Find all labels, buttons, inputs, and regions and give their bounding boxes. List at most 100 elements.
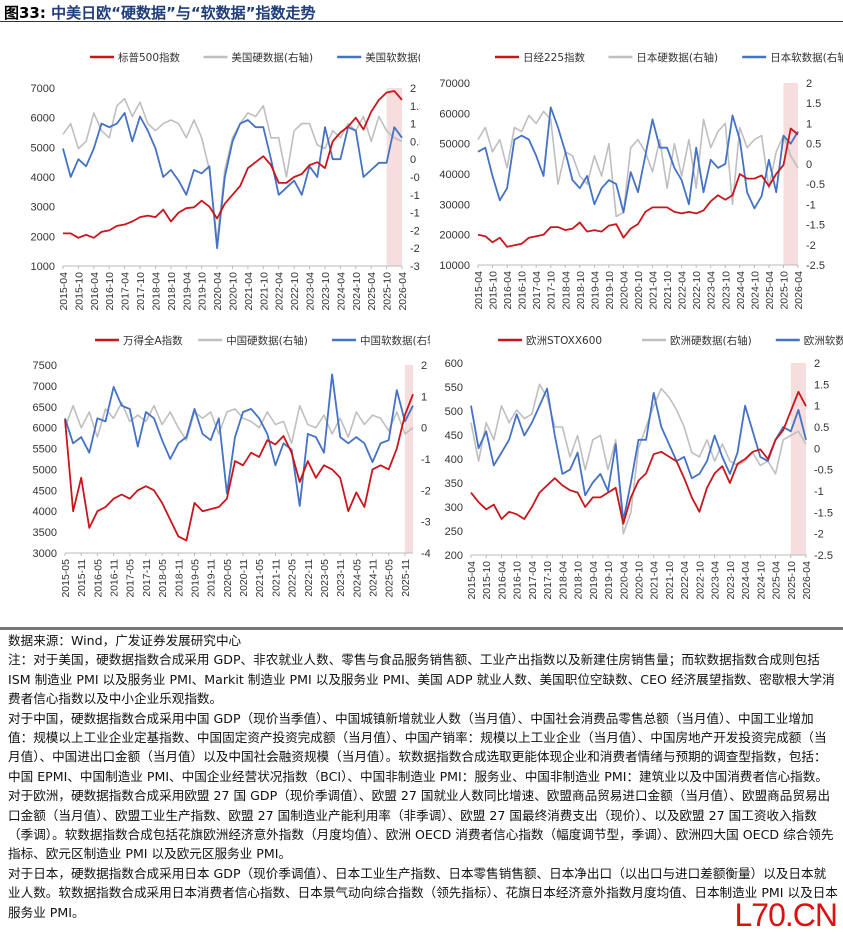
y-right-tick-label: -2 bbox=[421, 485, 430, 497]
x-tick-label: 2022-10 bbox=[694, 561, 706, 600]
x-tick-label: 2021-10 bbox=[258, 272, 270, 311]
legend-label: 日经225指数 bbox=[523, 51, 586, 64]
x-tick-label: 2024-10 bbox=[749, 271, 761, 310]
x-tick-label: 2021-04 bbox=[243, 272, 255, 311]
figure-label: 图33: bbox=[4, 4, 46, 22]
x-tick-label: 2023-05 bbox=[319, 559, 331, 598]
index-line bbox=[477, 127, 799, 248]
hard-data-line bbox=[477, 110, 799, 218]
legend-label: 欧洲STOXX600 bbox=[526, 335, 602, 347]
y-left-tick-label: 400 bbox=[445, 454, 463, 466]
x-tick-label: 2019-11 bbox=[206, 559, 218, 597]
y-right-tick-label: -2 bbox=[814, 529, 824, 541]
y-right-tick-label: -2.5 bbox=[410, 243, 420, 255]
y-left-tick-label: 1000 bbox=[31, 261, 55, 273]
x-tick-label: 2021-04 bbox=[649, 561, 661, 600]
x-tick-label: 2019-05 bbox=[189, 559, 201, 598]
x-tick-label: 2021-11 bbox=[270, 559, 282, 597]
x-tick-label: 2021-04 bbox=[648, 271, 660, 310]
y-right-tick-label: 2 bbox=[814, 358, 820, 370]
y-right-tick-label: 1.5 bbox=[806, 98, 821, 110]
x-tick-label: 2016-04 bbox=[496, 561, 508, 600]
x-tick-label: 2026-04 bbox=[793, 271, 805, 310]
soft-data-line bbox=[477, 106, 799, 214]
x-tick-label: 2017-04 bbox=[527, 561, 539, 600]
y-right-tick-label: 1.5 bbox=[814, 379, 829, 391]
x-tick-label: 2022-04 bbox=[274, 272, 286, 311]
title-rule bbox=[0, 21, 843, 22]
y-right-tick-label: 1 bbox=[421, 391, 427, 403]
y-left-tick-label: 5500 bbox=[33, 444, 57, 456]
x-tick-label: 2018-10 bbox=[166, 272, 178, 311]
y-left-tick-label: 7000 bbox=[31, 83, 55, 95]
y-left-tick-label: 10000 bbox=[439, 260, 470, 272]
legend-label: 美国硬数据(右轴) bbox=[231, 51, 313, 64]
y-right-tick-label: -4 bbox=[421, 548, 430, 560]
y-right-tick-label: -1.5 bbox=[806, 220, 825, 232]
x-tick-label: 2018-04 bbox=[557, 561, 569, 600]
x-tick-label: 2020-11 bbox=[238, 559, 250, 597]
y-left-tick-label: 70000 bbox=[439, 78, 470, 90]
figure-title-text: 中美日欧“硬数据”与“软数据”指数走势 bbox=[51, 4, 316, 22]
x-tick-label: 2020-04 bbox=[618, 271, 630, 310]
x-tick-label: 2024-04 bbox=[740, 561, 752, 600]
x-tick-label: 2017-10 bbox=[546, 271, 558, 310]
y-right-tick-label: -1.5 bbox=[410, 208, 420, 220]
y-left-tick-label: 60000 bbox=[439, 108, 470, 120]
y-left-tick-label: 40000 bbox=[439, 169, 470, 181]
x-tick-label: 2023-04 bbox=[305, 272, 317, 311]
x-tick-label: 2020-04 bbox=[212, 272, 224, 311]
x-tick-label: 2016-11 bbox=[109, 559, 121, 597]
x-tick-label: 2023-10 bbox=[320, 272, 332, 311]
x-tick-label: 2016-10 bbox=[512, 561, 524, 600]
y-right-tick-label: 0 bbox=[421, 423, 427, 435]
y-left-tick-label: 5000 bbox=[31, 142, 55, 154]
x-tick-label: 2017-04 bbox=[120, 272, 132, 311]
x-tick-label: 2020-04 bbox=[618, 561, 630, 600]
x-tick-label: 2021-05 bbox=[254, 559, 266, 598]
x-tick-label: 2015-04 bbox=[466, 561, 478, 600]
x-tick-label: 2024-10 bbox=[351, 272, 363, 311]
x-tick-label: 2017-04 bbox=[531, 271, 543, 310]
x-tick-label: 2023-11 bbox=[335, 559, 347, 597]
hard-data-line bbox=[470, 383, 807, 535]
index-line bbox=[63, 90, 403, 239]
x-tick-label: 2020-10 bbox=[634, 561, 646, 600]
y-right-tick-label: -2 bbox=[410, 225, 420, 237]
x-tick-label: 2020-10 bbox=[633, 271, 645, 310]
source-note: 数据来源：Wind，广发证券发展研究中心 bbox=[8, 633, 242, 648]
y-right-tick-label: 0 bbox=[814, 443, 820, 455]
y-left-tick-label: 250 bbox=[445, 526, 463, 538]
x-tick-label: 2022-11 bbox=[303, 559, 315, 597]
x-tick-label: 2023-04 bbox=[710, 561, 722, 600]
y-right-tick-label: -3 bbox=[421, 517, 430, 529]
x-tick-label: 2020-10 bbox=[228, 272, 240, 311]
x-tick-label: 2016-04 bbox=[502, 271, 514, 310]
legend-label: 欧洲硬数据(右轴) bbox=[670, 334, 752, 347]
x-tick-label: 2019-04 bbox=[181, 272, 193, 311]
highlight-region bbox=[783, 83, 798, 265]
y-left-tick-label: 30000 bbox=[439, 199, 470, 211]
y-left-tick-label: 450 bbox=[445, 430, 463, 442]
y-right-tick-label: -2 bbox=[806, 240, 816, 252]
x-tick-label: 2016-04 bbox=[89, 272, 101, 311]
x-tick-label: 2019-04 bbox=[588, 561, 600, 600]
y-right-tick-label: -1 bbox=[806, 199, 816, 211]
y-left-tick-label: 200 bbox=[445, 550, 463, 562]
y-right-tick-label: -2.5 bbox=[806, 260, 825, 272]
y-right-tick-label: 2 bbox=[421, 360, 427, 372]
x-tick-label: 2022-04 bbox=[677, 271, 689, 310]
x-tick-label: 2018-04 bbox=[150, 272, 162, 311]
y-left-tick-label: 600 bbox=[445, 358, 463, 370]
y-left-tick-label: 3000 bbox=[31, 202, 55, 214]
highlight-region bbox=[790, 363, 806, 555]
soft-data-line bbox=[64, 373, 414, 507]
x-tick-label: 2015-05 bbox=[60, 559, 72, 598]
x-tick-label: 2017-11 bbox=[141, 559, 153, 597]
y-left-tick-label: 4000 bbox=[33, 506, 57, 518]
watermark-logo: L70.CN bbox=[734, 897, 838, 933]
soft-data-line bbox=[470, 387, 807, 522]
y-left-tick-label: 6000 bbox=[31, 113, 55, 125]
legend-label: 万得全A指数 bbox=[123, 334, 183, 347]
x-tick-label: 2025-04 bbox=[771, 561, 783, 600]
